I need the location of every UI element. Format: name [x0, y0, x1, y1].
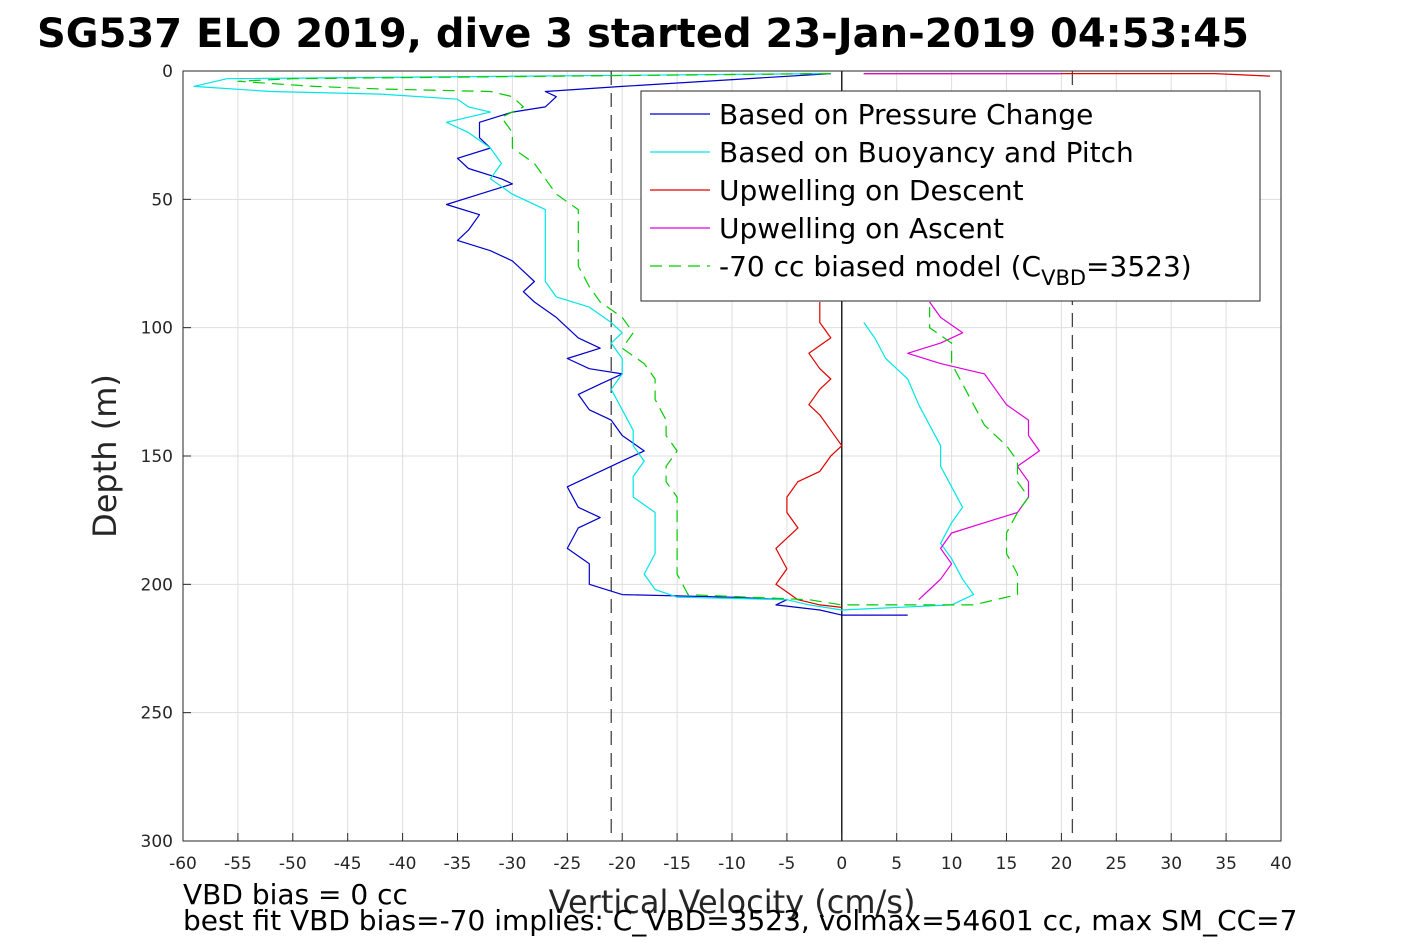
legend-label: Based on Pressure Change — [719, 98, 1093, 131]
y-tick-label: 0 — [162, 62, 173, 82]
legend: Based on Pressure Change Based on Buoyanc… — [640, 90, 1261, 302]
y-tick-label: 200 — [141, 575, 173, 595]
y-tick-label: 100 — [141, 319, 173, 339]
x-tick-label: -60 — [169, 854, 197, 874]
x-tick-label: 35 — [1215, 854, 1237, 874]
legend-entries: Based on Pressure Change Based on Buoyanc… — [650, 98, 1192, 290]
x-tick-label: -50 — [279, 854, 307, 874]
legend-label: Upwelling on Descent — [719, 174, 1024, 207]
legend-box — [640, 90, 1261, 302]
footer-line-1: VBD bias = 0 cc — [183, 878, 408, 911]
series-layer — [193, 73, 1271, 616]
x-tick-label: 20 — [1051, 854, 1073, 874]
x-tick-label: 40 — [1270, 854, 1292, 874]
series-line-4 — [863, 73, 1062, 601]
x-tick-label: -25 — [553, 854, 581, 874]
y-tick-label: 250 — [141, 704, 173, 724]
y-tick-label: 50 — [151, 190, 173, 210]
x-tick-label: 25 — [1105, 854, 1127, 874]
x-tick-label: -20 — [608, 854, 636, 874]
x-tick-label: -15 — [663, 854, 691, 874]
y-tick-label: 150 — [141, 447, 173, 467]
x-tick-label: -40 — [389, 854, 417, 874]
x-tick-label: 30 — [1160, 854, 1182, 874]
x-axis: -60 -55 -50 -45 -40 -35 -30 -25 -20 -15 -10 -5 0 5 10 1… — [169, 833, 1292, 874]
x-tick-label: -45 — [334, 854, 362, 874]
x-tick-label: 0 — [836, 854, 847, 874]
x-tick-label: -55 — [224, 854, 252, 874]
x-tick-label: -35 — [444, 854, 472, 874]
x-tick-label: 10 — [941, 854, 963, 874]
x-tick-label: 15 — [996, 854, 1018, 874]
x-tick-label: 5 — [891, 854, 902, 874]
x-tick-label: -30 — [499, 854, 527, 874]
series-line-1 — [445, 73, 908, 616]
chart-title: SG537 ELO 2019, dive 3 started 23-Jan-20… — [37, 11, 1249, 57]
x-tick-label: -10 — [718, 854, 746, 874]
legend-label: Based on Buoyancy and Pitch — [719, 136, 1134, 169]
y-tick-label: 300 — [141, 832, 173, 852]
x-tick-label: -5 — [778, 854, 795, 874]
legend-label: Upwelling on Ascent — [719, 212, 1004, 245]
footer-line-2: best fit VBD bias=-70 implies: C_VBD=352… — [183, 904, 1297, 937]
series-line-2 — [193, 73, 975, 611]
series-line-5 — [237, 73, 1030, 606]
x-axis-label: Vertical Velocity (cm/s) — [549, 883, 916, 921]
legend-label: -70 cc biased model (CVBD=3523) — [719, 250, 1192, 290]
y-axis: 0 50 100 150 200 250 300 — [141, 62, 191, 852]
y-axis-label: Depth (m) — [86, 374, 124, 538]
